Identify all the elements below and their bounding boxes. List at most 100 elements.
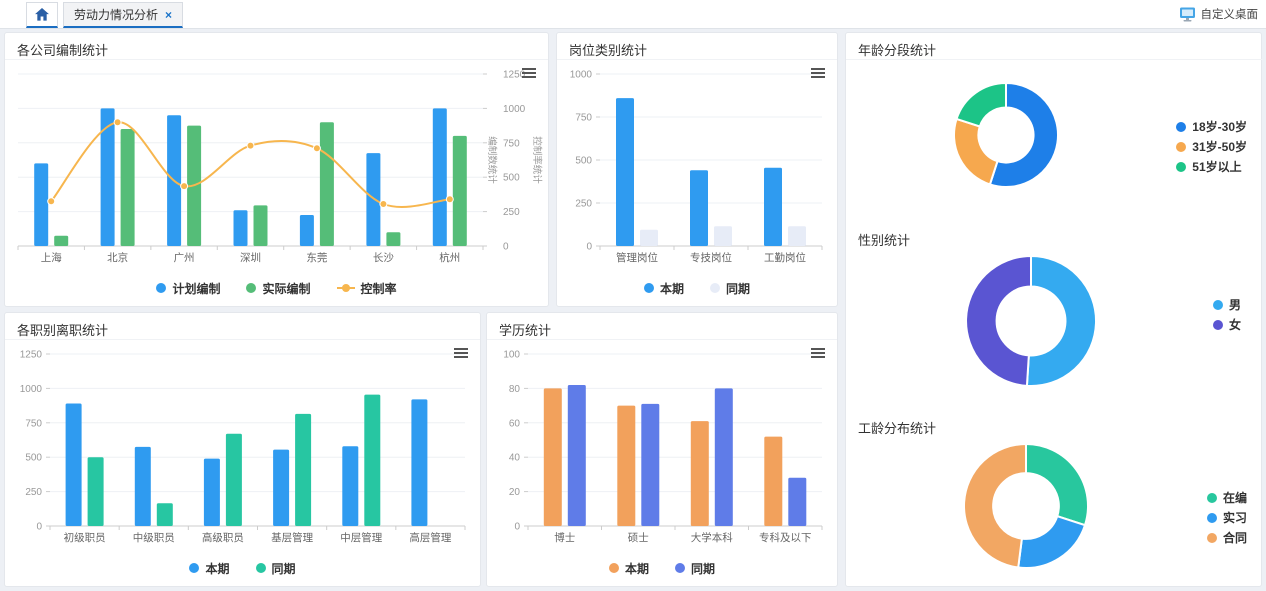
legend-item[interactable]: 在编: [1206, 489, 1247, 506]
svg-text:专技岗位: 专技岗位: [690, 251, 732, 264]
svg-text:500: 500: [503, 173, 520, 184]
legend-label: 在编: [1222, 491, 1247, 505]
hamburger-menu-icon[interactable]: [811, 348, 825, 358]
chart-legend: 在编实习合同: [1206, 489, 1247, 546]
svg-text:60: 60: [509, 418, 521, 429]
legend-marker: [1212, 299, 1223, 310]
legend-item[interactable]: 女: [1212, 316, 1241, 333]
chart-legend: 本期 同期: [557, 272, 837, 304]
tab-label: 劳动力情况分析: [74, 8, 159, 22]
tab-labor-analysis[interactable]: 劳动力情况分析 ×: [63, 2, 184, 28]
section-title: 年龄分段统计: [846, 33, 1263, 60]
company-staffing-chart[interactable]: 0 250 500 750 1000 1250 上海 北京 广州 深圳 东莞 长沙 杭州 编制数统计 控制率…: [6, 60, 547, 272]
legend-item[interactable]: 实际编制: [246, 280, 311, 297]
legend-marker: [710, 283, 720, 293]
custom-desktop-button[interactable]: 自定义桌面: [1179, 0, 1258, 28]
age-donut-chart[interactable]: [846, 60, 1263, 218]
section-gender: 性别统计 男女: [846, 223, 1263, 411]
legend-item[interactable]: 实习: [1206, 509, 1247, 526]
panel-resignation: 各职别离职统计 0 250 500 750 1000 1250 初级职员 中级职员 高级职员 基层…: [4, 312, 481, 587]
tenure-donut-chart[interactable]: [846, 437, 1263, 587]
legend-item[interactable]: 同期: [255, 560, 296, 577]
svg-text:20: 20: [509, 487, 521, 498]
legend-label: 本期: [659, 281, 684, 296]
legend-item[interactable]: 同期: [710, 280, 750, 297]
svg-text:硕士: 硕士: [628, 531, 649, 544]
legend-marker: [1206, 492, 1217, 503]
section-title: 性别统计: [858, 233, 911, 248]
legend-label: 男: [1228, 298, 1241, 312]
legend-label: 控制率: [360, 281, 397, 296]
hamburger-menu-icon[interactable]: [454, 348, 468, 358]
chart-legend: 本期 同期: [487, 552, 837, 584]
chart-legend: 本期 同期: [5, 552, 480, 584]
legend-item[interactable]: 本期: [643, 280, 684, 297]
svg-text:0: 0: [514, 522, 520, 533]
svg-text:深圳: 深圳: [240, 252, 261, 264]
legend-label: 实际编制: [262, 281, 311, 296]
svg-text:北京: 北京: [107, 251, 128, 264]
hamburger-menu-icon[interactable]: [522, 68, 536, 78]
education-chart[interactable]: 0 20 40 60 80 100 博士 硕士 大学本科 专科及以下: [488, 340, 836, 552]
gender-donut-chart[interactable]: [846, 249, 1263, 410]
legend-marker: [255, 563, 266, 573]
legend-marker: [608, 563, 619, 573]
svg-text:专科及以下: 专科及以下: [759, 531, 812, 544]
svg-text:编制数统计: 编制数统计: [486, 136, 498, 184]
section-tenure: 工龄分布统计 在编实习合同: [846, 411, 1263, 588]
svg-text:1250: 1250: [503, 70, 526, 81]
svg-text:1000: 1000: [570, 70, 593, 81]
svg-text:中层管理: 中层管理: [340, 531, 382, 544]
legend-marker: [1176, 141, 1187, 152]
svg-text:80: 80: [509, 384, 521, 395]
section-title: 工龄分布统计: [858, 421, 937, 436]
top-tab-bar: 劳动力情况分析 × 自定义桌面: [0, 0, 1266, 29]
post-category-chart[interactable]: 0 250 500 750 1000 管理岗位 专技岗位 工勤岗位: [558, 60, 836, 272]
svg-text:博士: 博士: [554, 531, 575, 544]
legend-item[interactable]: 合同: [1206, 529, 1247, 546]
close-icon[interactable]: ×: [165, 7, 173, 22]
legend-label: 同期: [726, 281, 751, 296]
legend-item[interactable]: 同期: [675, 560, 715, 577]
panel-title: 各职别离职统计: [5, 313, 480, 340]
svg-text:初级职员: 初级职员: [64, 531, 106, 544]
legend-label: 计划编制: [172, 281, 221, 296]
svg-text:500: 500: [25, 453, 42, 464]
svg-text:500: 500: [575, 156, 592, 167]
panel-title: 学历统计: [487, 313, 837, 340]
legend-item[interactable]: 计划编制: [156, 280, 220, 297]
legend-item[interactable]: 男: [1212, 296, 1241, 313]
svg-text:东莞: 东莞: [306, 251, 327, 264]
panel-title: 岗位类别统计: [557, 33, 837, 60]
legend-item[interactable]: 本期: [189, 560, 230, 577]
section-age: 年龄分段统计 18岁-30岁 31岁-50岁 51岁以上: [846, 33, 1263, 223]
legend-item[interactable]: 51岁以上: [1176, 158, 1247, 175]
legend-item[interactable]: 控制率: [336, 280, 397, 297]
legend-marker: [643, 283, 654, 293]
legend-item[interactable]: 本期: [608, 560, 649, 577]
legend-item[interactable]: 18岁-30岁: [1176, 118, 1247, 135]
legend-marker: [1206, 512, 1217, 523]
svg-text:高级职员: 高级职员: [202, 531, 244, 544]
chart-legend: 计划编制 实际编制 控制率: [5, 272, 548, 304]
svg-text:基层管理: 基层管理: [271, 531, 313, 544]
legend-marker: [246, 283, 257, 293]
home-tab[interactable]: [26, 2, 58, 28]
svg-text:高层管理: 高层管理: [409, 531, 451, 544]
resignation-chart[interactable]: 0 250 500 750 1000 1250 初级职员 中级职员 高级职员 基层管理 中层管理 高层…: [6, 340, 479, 552]
svg-text:杭州: 杭州: [439, 251, 460, 264]
svg-text:1000: 1000: [20, 384, 43, 395]
svg-text:250: 250: [575, 199, 592, 210]
legend-label: 本期: [205, 561, 230, 576]
svg-text:750: 750: [503, 138, 520, 149]
legend-marker: [1212, 319, 1223, 330]
legend-label: 31岁-50岁: [1192, 140, 1247, 154]
svg-text:控制率统计: 控制率统计: [531, 136, 543, 184]
svg-text:750: 750: [575, 113, 592, 124]
legend-item[interactable]: 31岁-50岁: [1176, 138, 1247, 155]
svg-text:中级职员: 中级职员: [133, 531, 175, 544]
legend-label: 51岁以上: [1192, 160, 1242, 174]
hamburger-menu-icon[interactable]: [811, 68, 825, 78]
legend-label: 18岁-30岁: [1192, 120, 1247, 134]
legend-marker: [156, 283, 167, 293]
